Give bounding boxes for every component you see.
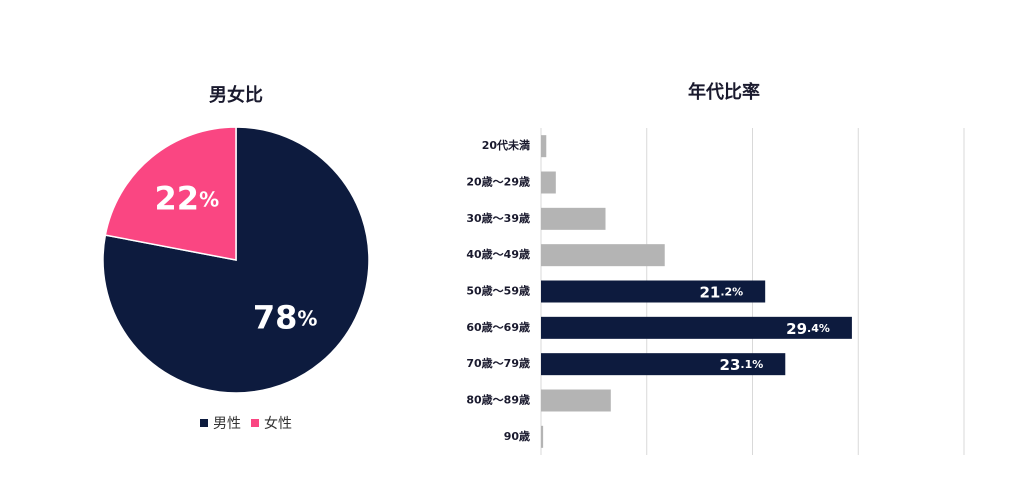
value-label: 29.4% bbox=[786, 319, 830, 337]
pie-title: 男女比 bbox=[209, 84, 263, 106]
legend-swatch bbox=[200, 419, 208, 427]
bar bbox=[541, 316, 852, 339]
y-tick-label: 80歳〜89歳 bbox=[466, 393, 530, 407]
bar-title: 年代比率 bbox=[688, 81, 760, 103]
bar bbox=[541, 207, 606, 230]
bar bbox=[541, 425, 544, 448]
y-tick-label: 20歳〜29歳 bbox=[466, 175, 530, 189]
y-tick-label: 50歳〜59歳 bbox=[466, 284, 530, 298]
legend-swatch bbox=[251, 419, 259, 427]
bar bbox=[541, 353, 786, 376]
y-tick-label: 70歳〜79歳 bbox=[466, 356, 530, 370]
y-tick-label: 20代未満 bbox=[482, 138, 530, 152]
legend-label: 男性 bbox=[213, 416, 241, 432]
slice-label: 78% bbox=[253, 298, 318, 336]
pie-slice bbox=[104, 126, 237, 261]
y-tick-label: 60歳〜69歳 bbox=[466, 320, 530, 334]
y-tick-label: 90歳 bbox=[504, 429, 530, 443]
bar bbox=[541, 280, 766, 303]
bar bbox=[541, 135, 547, 158]
legend-label: 女性 bbox=[264, 415, 292, 432]
bar bbox=[541, 389, 611, 412]
slice-label: 22% bbox=[155, 180, 220, 218]
y-tick-label: 40歳〜49歳 bbox=[466, 247, 530, 261]
bar bbox=[541, 244, 665, 267]
value-label: 21.2% bbox=[699, 283, 743, 301]
y-tick-label: 30歳〜39歳 bbox=[466, 211, 530, 225]
value-label: 23.1% bbox=[720, 356, 764, 374]
bar bbox=[541, 171, 556, 194]
